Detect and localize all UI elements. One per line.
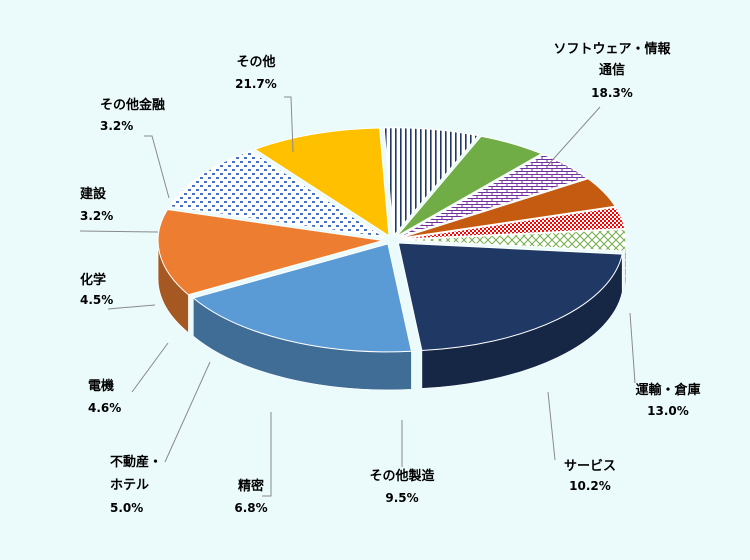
slice-name-label: ホテル	[110, 478, 149, 493]
slice-value-label: 13.0%	[647, 404, 689, 418]
slice-name-label: 化学	[80, 272, 106, 288]
leader-line	[547, 391, 556, 461]
slice-name-label: その他金融	[100, 97, 165, 113]
leader-lines	[79, 96, 636, 497]
leader-line	[131, 342, 169, 393]
slice-value-label: 3.2%	[80, 209, 113, 223]
leader-line	[547, 106, 601, 166]
pie-slice	[168, 150, 385, 239]
slice-value-label: 21.7%	[235, 77, 277, 91]
leader-line	[107, 304, 156, 310]
slice-side-shade	[624, 240, 626, 290]
pie-slice	[383, 127, 480, 237]
slice-name-label: ソフトウェア・情報	[553, 41, 671, 57]
leader-line	[144, 135, 170, 199]
slice-name-label: 不動産・	[110, 454, 162, 470]
leader-line	[629, 312, 636, 384]
pie-slice	[399, 178, 616, 239]
slice-name-label: 運輸・倉庫	[635, 382, 700, 398]
pie-slice	[400, 206, 626, 240]
slice-value-label: 5.0%	[110, 501, 143, 515]
slice-value-label: 4.5%	[80, 293, 113, 307]
leader-line	[262, 412, 272, 497]
pie-slice	[396, 135, 543, 237]
slice-value-label: 9.5%	[385, 491, 418, 505]
slice-name-label: その他	[236, 54, 275, 70]
slice-value-label: 3.2%	[100, 119, 133, 133]
slice-name-label: サービス	[564, 458, 616, 474]
pie-slice	[397, 242, 623, 351]
slice-name-label: 建設	[80, 186, 107, 202]
pie-slice	[253, 127, 390, 237]
leader-line	[164, 361, 211, 463]
pie-slice-tops	[157, 127, 627, 353]
pie-slice	[400, 228, 627, 252]
pie-slice	[192, 243, 413, 353]
slice-name-label: 精密	[238, 478, 264, 494]
leader-line	[284, 96, 294, 153]
slice-name-label: その他製造	[369, 468, 435, 484]
slice-name-label: 通信	[599, 62, 625, 78]
pie-slice	[398, 153, 588, 238]
slice-value-label: 6.8%	[234, 501, 267, 515]
slice-value-label: 4.6%	[88, 401, 121, 415]
slice-value-label: 10.2%	[569, 479, 611, 493]
pie-slice	[157, 208, 384, 296]
leader-line	[79, 230, 159, 233]
slice-name-label: 電機	[88, 378, 114, 394]
slice-value-label: 18.3%	[591, 86, 633, 100]
